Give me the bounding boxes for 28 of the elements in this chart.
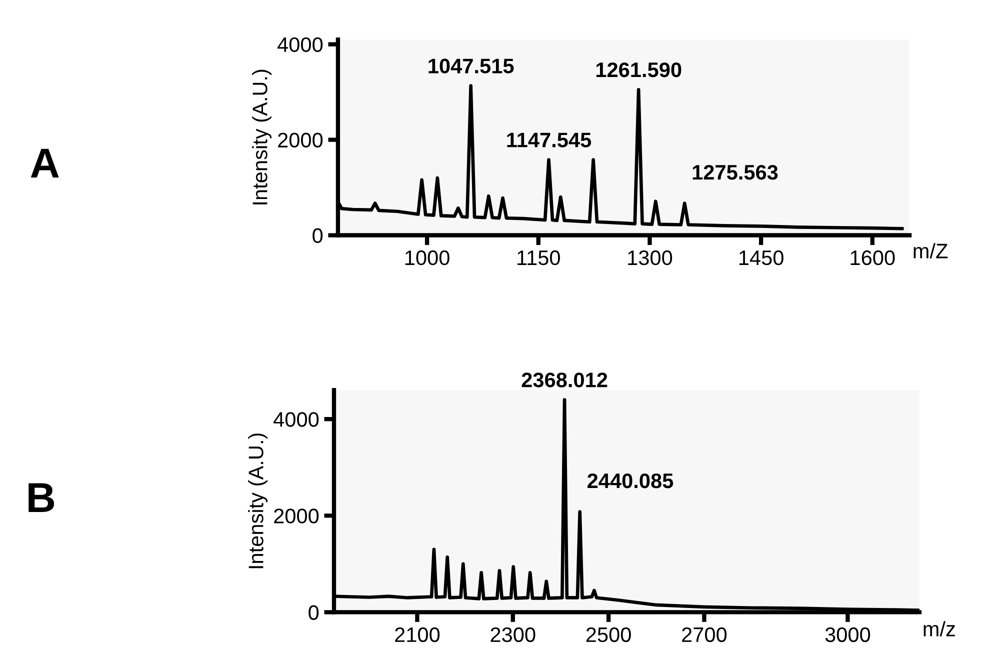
x-tick-label: 3000 [825, 627, 870, 642]
x-tick-label: 1600 [850, 250, 895, 266]
text: B [28, 483, 54, 512]
x-axis-title: m/z [924, 621, 955, 636]
x-axis-title: m/Z [914, 243, 948, 258]
y-tick-label: 0 [308, 605, 319, 620]
x-tick-label: 2700 [682, 627, 727, 642]
y-tick-label: 0 [312, 228, 323, 244]
annotation: 1261.590 [596, 62, 682, 78]
y-axis-title: Intensity (A.U.) [248, 434, 268, 568]
x-tick-label: 1000 [405, 250, 450, 266]
annotation: 2440.085 [588, 473, 674, 488]
x-tick-label: 2300 [490, 627, 536, 642]
annotation: 1147.545 [507, 132, 592, 148]
annotation: 1275.563 [692, 164, 778, 180]
text: A [30, 148, 59, 178]
annotation: 2368.012 [522, 372, 608, 388]
y-axis-title: Intensity (A.U.) [252, 70, 272, 204]
x-tick-label: 2500 [586, 627, 631, 642]
y-tick-label: 2000 [274, 508, 319, 524]
y-tick-label: 4000 [274, 412, 319, 427]
y-tick-label: 2000 [278, 132, 323, 148]
x-tick-label: 1450 [739, 250, 784, 266]
annotation: 1047.515 [428, 58, 514, 74]
y-tick-label: 4000 [278, 37, 323, 52]
x-tick-label: 2100 [395, 627, 440, 642]
x-tick-label: 1150 [518, 250, 560, 266]
x-tick-label: 1300 [628, 250, 672, 266]
